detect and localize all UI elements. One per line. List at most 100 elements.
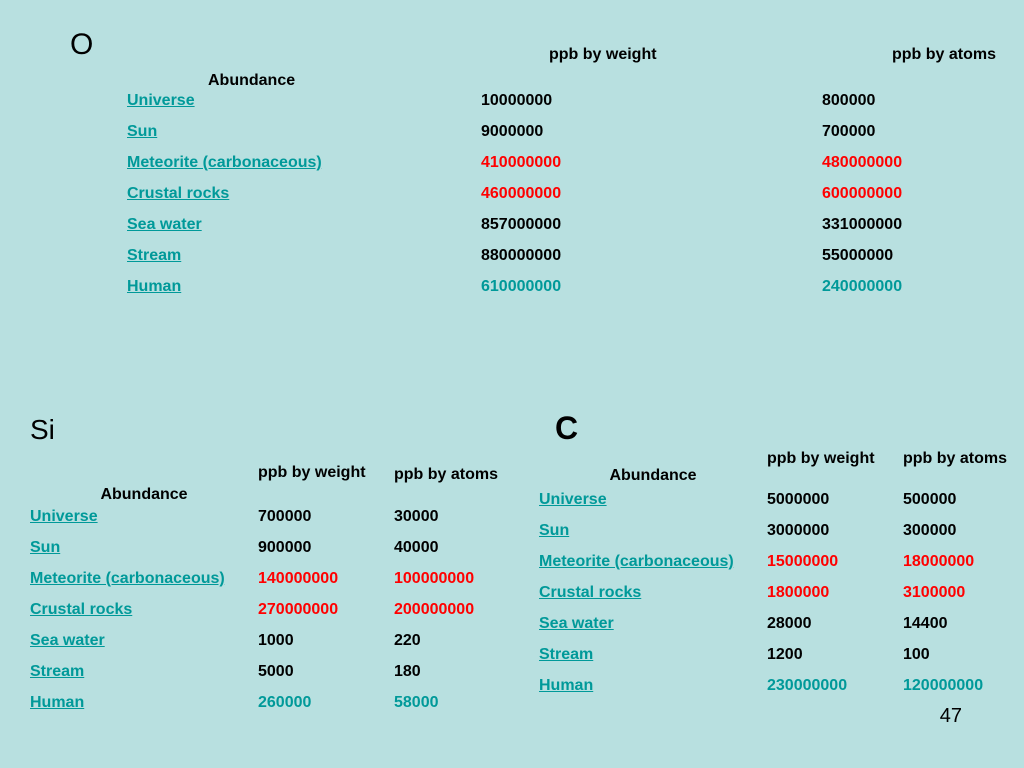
header-ppb-atoms: ppb by atoms (892, 46, 997, 63)
abundance-table-O: Abundance ppb by weight ppb by atoms Uni… (127, 44, 996, 309)
ppb-weight-value: 1000 (258, 632, 294, 649)
ppb-atoms-value: 40000 (394, 539, 439, 556)
row-name-cell: Human (30, 694, 258, 725)
table-row: Meteorite (carbonaceous) 410000000 4800000… (127, 154, 996, 185)
ppb-atoms-value: 800000 (822, 92, 876, 109)
table-row: Human 260000 58000 (30, 694, 498, 725)
row-name-link[interactable]: Sun (30, 539, 61, 556)
row-name-cell: Meteorite (carbonaceous) (539, 553, 767, 584)
table-row: Stream 5000 180 (30, 663, 498, 694)
row-name-link[interactable]: Meteorite (carbonaceous) (30, 570, 225, 587)
ppb-atoms-value: 200000000 (394, 601, 475, 618)
ppb-weight-value: 28000 (767, 615, 812, 632)
row-name-cell: Human (539, 677, 767, 708)
row-name-cell: Human (127, 278, 481, 309)
header-ppb-weight: ppb by weight (258, 464, 366, 481)
ppb-weight-value: 880000000 (481, 247, 562, 264)
table-row: Meteorite (carbonaceous) 15000000 18000000 (539, 553, 1007, 584)
ppb-weight-value: 700000 (258, 508, 312, 525)
header-abundance: Abundance (208, 72, 296, 89)
table-row: Crustal rocks 460000000 600000000 (127, 185, 996, 216)
row-name-link[interactable]: Sea water (539, 615, 614, 632)
slide-number: 47 (939, 705, 962, 727)
row-name-link[interactable]: Human (127, 278, 182, 295)
ppb-atoms-value: 300000 (903, 522, 957, 539)
row-name-cell: Sea water (539, 615, 767, 646)
row-name-link[interactable]: Sun (127, 123, 158, 140)
row-name-cell: Sea water (30, 632, 258, 663)
header-ppb-atoms: ppb by atoms (394, 466, 499, 483)
ppb-atoms-value: 500000 (903, 491, 957, 508)
header-abundance: Abundance (100, 486, 188, 503)
row-name-link[interactable]: Universe (127, 92, 195, 109)
row-name-link[interactable]: Human (30, 694, 85, 711)
ppb-atoms-value: 14400 (903, 615, 948, 632)
row-name-link[interactable]: Universe (30, 508, 98, 525)
table-row: Universe 10000000 800000 (127, 92, 996, 123)
ppb-weight-value: 1200 (767, 646, 803, 663)
row-name-cell: Sun (30, 539, 258, 570)
row-name-link[interactable]: Stream (539, 646, 594, 663)
ppb-weight-value: 270000000 (258, 601, 339, 618)
ppb-weight-value: 9000000 (481, 123, 544, 140)
ppb-weight-value: 230000000 (767, 677, 848, 694)
header-ppb-weight: ppb by weight (549, 46, 657, 63)
abundance-table-Si: Abundance ppb by weight ppb by atoms Uni… (30, 462, 498, 725)
table-row: Meteorite (carbonaceous) 140000000 1000000… (30, 570, 498, 601)
row-name-cell: Meteorite (carbonaceous) (30, 570, 258, 601)
ppb-weight-value: 260000 (258, 694, 312, 711)
ppb-weight-value: 3000000 (767, 522, 830, 539)
ppb-atoms-value: 3100000 (903, 584, 966, 601)
header-abundance: Abundance (609, 467, 697, 484)
ppb-weight-value: 460000000 (481, 185, 562, 202)
ppb-atoms-value: 100 (903, 646, 930, 663)
row-name-cell: Stream (539, 646, 767, 677)
ppb-weight-value: 5000000 (767, 491, 830, 508)
ppb-atoms-value: 331000000 (822, 216, 903, 233)
row-name-link[interactable]: Meteorite (carbonaceous) (127, 154, 322, 171)
row-name-cell: Crustal rocks (539, 584, 767, 615)
row-name-link[interactable]: Sea water (127, 216, 202, 233)
ppb-weight-value: 900000 (258, 539, 312, 556)
row-name-cell: Universe (539, 491, 767, 522)
row-name-cell: Sun (127, 123, 481, 154)
row-name-cell: Stream (127, 247, 481, 278)
ppb-atoms-value: 220 (394, 632, 421, 649)
row-name-link[interactable]: Crustal rocks (30, 601, 133, 618)
ppb-atoms-value: 55000000 (822, 247, 894, 264)
title-Si: Si (30, 414, 55, 445)
ppb-weight-value: 1800000 (767, 584, 830, 601)
row-name-link[interactable]: Stream (30, 663, 85, 680)
table-row: Crustal rocks 270000000 200000000 (30, 601, 498, 632)
ppb-weight-value: 10000000 (481, 92, 553, 109)
title-C: C (555, 410, 579, 446)
ppb-atoms-value: 18000000 (903, 553, 975, 570)
row-name-link[interactable]: Meteorite (carbonaceous) (539, 553, 734, 570)
table-row: Sun 9000000 700000 (127, 123, 996, 154)
ppb-atoms-value: 480000000 (822, 154, 903, 171)
row-name-link[interactable]: Crustal rocks (127, 185, 230, 202)
ppb-weight-value: 5000 (258, 663, 294, 680)
table-row: Sun 3000000 300000 (539, 522, 1007, 553)
table-row: Sun 900000 40000 (30, 539, 498, 570)
abundance-table-C: Abundance ppb by weight ppb by atoms Uni… (539, 446, 1007, 708)
ppb-atoms-value: 30000 (394, 508, 439, 525)
row-name-link[interactable]: Sea water (30, 632, 105, 649)
row-name-cell: Sun (539, 522, 767, 553)
row-name-link[interactable]: Universe (539, 491, 607, 508)
table-row: Stream 1200 100 (539, 646, 1007, 677)
row-name-cell: Crustal rocks (127, 185, 481, 216)
row-name-link[interactable]: Crustal rocks (539, 584, 642, 601)
ppb-atoms-value: 100000000 (394, 570, 475, 587)
table-row: Universe 700000 30000 (30, 508, 498, 539)
row-name-link[interactable]: Human (539, 677, 594, 694)
ppb-atoms-value: 180 (394, 663, 421, 680)
title-O: O (70, 28, 94, 61)
ppb-atoms-value: 700000 (822, 123, 876, 140)
table-Si-section: Abundance ppb by weight ppb by atoms Uni… (30, 462, 498, 725)
row-name-link[interactable]: Sun (539, 522, 570, 539)
table-row: Sea water 857000000 331000000 (127, 216, 996, 247)
table-row: Sea water 1000 220 (30, 632, 498, 663)
row-name-link[interactable]: Stream (127, 247, 182, 264)
table-row: Stream 880000000 55000000 (127, 247, 996, 278)
